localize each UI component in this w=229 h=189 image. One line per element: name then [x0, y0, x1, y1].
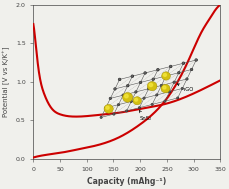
Y-axis label: Potential [V vs K/K⁺]: Potential [V vs K/K⁺]: [3, 47, 10, 117]
X-axis label: Capacity (mAhg⁻¹): Capacity (mAhg⁻¹): [87, 177, 166, 186]
